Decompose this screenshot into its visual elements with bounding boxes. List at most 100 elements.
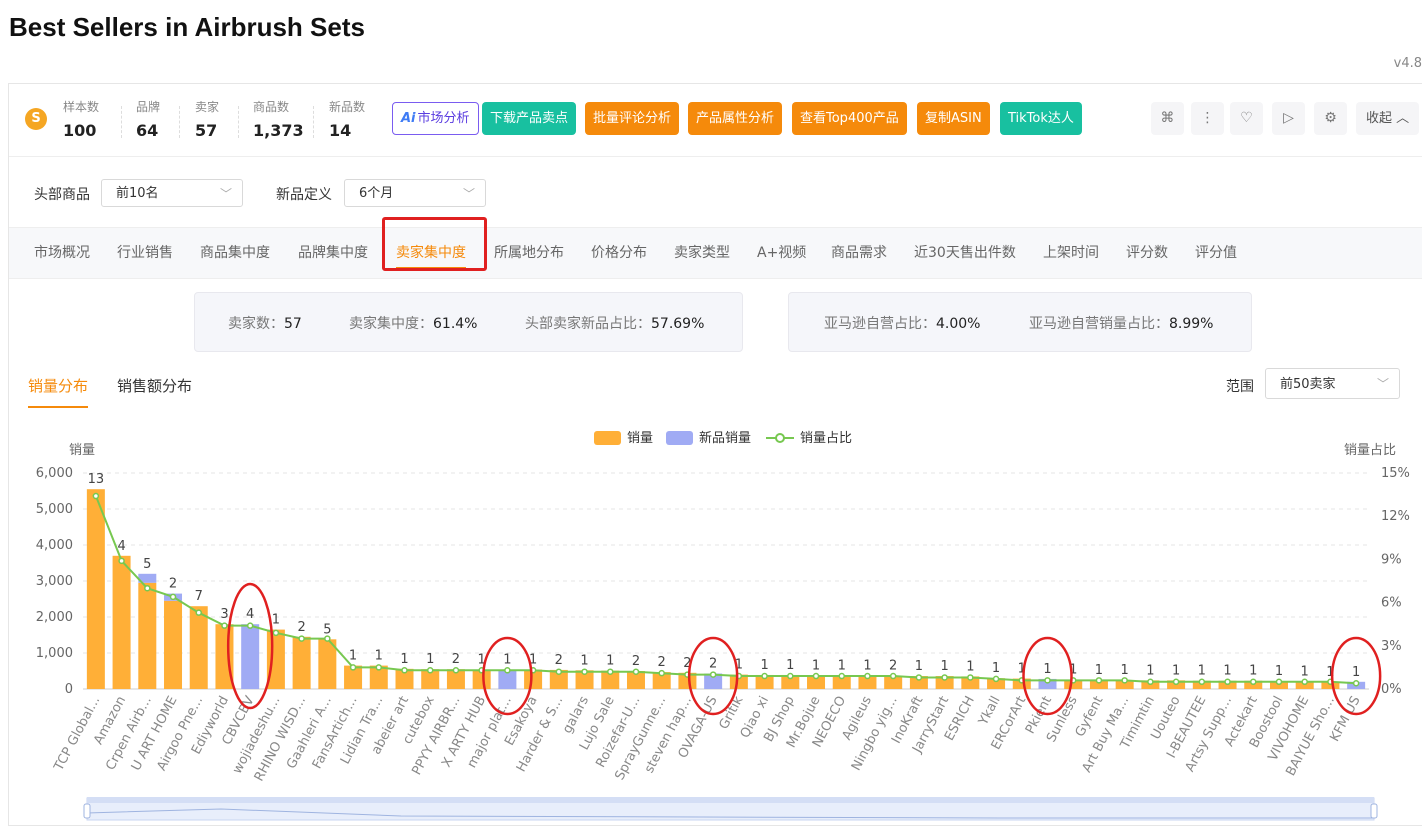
tab-location[interactable]: 所属地分布 [494,245,564,261]
stat-sample: 样本数 100 [63,98,99,140]
tab-volume-distribution[interactable]: 销量分布 [28,377,89,408]
circle-annotation [226,582,274,710]
bar-data-label: 1 [529,653,537,668]
sales-bar [832,675,851,689]
tab-rating-value[interactable]: 评分值 [1195,245,1237,261]
tab-listing-time[interactable]: 上架时间 [1043,245,1099,261]
sales-share-point [298,635,305,642]
gear-icon[interactable]: ⚙ [1314,102,1347,135]
head-products-label: 头部商品 [34,187,90,203]
attribute-analysis-button[interactable]: 产品属性分析 [688,102,783,135]
sales-bar [1115,680,1134,689]
stat-label: 新品数 [329,100,366,114]
tab-demand[interactable]: 商品需求 [831,245,887,261]
head-seller-new-ratio: 头部卖家新品占比：57.69% [525,313,704,333]
sales-share-point [118,557,125,565]
sales-share-point [195,609,202,616]
bar-data-label: 1 [1121,663,1129,678]
batch-review-analysis-button[interactable]: 批量评论分析 [585,102,680,135]
tab-seller-type[interactable]: 卖家类型 [674,245,730,261]
sales-share-point [864,672,871,680]
select-value: 前50卖家 [1280,377,1336,392]
bar-data-label: 13 [88,472,105,487]
tab-industry-sales[interactable]: 行业销售 [117,245,173,261]
play-icon[interactable]: ▷ [1272,102,1305,135]
tab-aplus-video[interactable]: A+视频 [757,245,807,261]
sales-bar [292,636,311,689]
bar-data-label: 2 [297,620,305,635]
bar-data-label: 1 [503,653,511,668]
sales-share-point [632,668,640,675]
brand-logo-icon: S [25,108,47,130]
new-product-def-select[interactable]: 6个月 ﹀ [344,179,486,207]
heart-icon[interactable]: ♡ [1230,102,1263,135]
sales-share-point [787,672,794,680]
head-products-select[interactable]: 前10名 ﹀ [101,179,243,207]
bar-data-label: 1 [1198,664,1206,679]
stat-value: 57 [195,121,218,140]
stat-seller: 卖家 57 [195,98,219,140]
sales-bar [678,672,697,689]
tab-product-concentration[interactable]: 商品集中度 [200,245,270,261]
circle-annotation [1330,636,1382,716]
sales-bar [549,669,568,689]
sales-share-point [272,629,280,637]
legend-marker [775,433,785,443]
collapse-button[interactable]: 收起 ︿ [1356,102,1420,135]
tiktok-influencer-button[interactable]: TikTok达人 [1000,102,1082,135]
chevron-down-icon: ﹀ [462,187,475,201]
analysis-panel: S 样本数 100 品牌 64 卖家 57 商品数 1,373 新品数 14 A… [8,83,1422,826]
bar-data-label: 1 [735,658,743,673]
more-icon[interactable]: ⋮ [1191,102,1224,135]
bar-data-label: 1 [349,649,357,664]
chevron-down-icon: ﹀ [1376,377,1389,391]
sales-share-point [941,674,948,681]
stat-value: 1,373 [253,121,304,140]
bar-data-label: 1 [1352,665,1360,680]
sales-share-point [1352,679,1360,687]
sales-bar [164,600,183,689]
sales-share-point [246,622,254,629]
tab-revenue-distribution[interactable]: 销售额分布 [117,377,193,395]
bar-data-label: 1 [838,658,846,673]
download-selling-points-button[interactable]: 下载产品卖点 [482,102,577,135]
tab-price[interactable]: 价格分布 [591,245,647,261]
bar-data-label: 1 [375,649,383,664]
ai-market-analysis-button[interactable]: Ai 市场分析 [392,102,479,135]
ai-badge: Ai [401,111,416,126]
sales-bar [909,676,928,689]
tab-market-overview[interactable]: 市场概况 [34,245,90,261]
y2-tick-label: 15% [1381,466,1410,481]
y-tick-label: 5,000 [36,502,73,517]
range-select[interactable]: 前50卖家 ﹀ [1265,368,1400,399]
summary-label: 头部卖家新品占比： [525,316,651,332]
sales-share-point [1301,678,1308,686]
tab-30day-sold[interactable]: 近30天售出件数 [914,245,1016,261]
seller-summary: 卖家数：57 卖家集中度：61.4% 头部卖家新品占比：57.69% [194,292,743,352]
tab-rating-count[interactable]: 评分数 [1126,245,1168,261]
copy-asin-button[interactable]: 复制ASIN [917,102,990,135]
command-icon[interactable]: ⌘ [1151,102,1184,135]
amazon-summary: 亚马逊自营占比：4.00% 亚马逊自营销量占比：8.99% [788,292,1252,352]
sales-bar [652,672,671,689]
sales-share-point [1044,677,1051,684]
sales-share-point [555,668,563,675]
stat-label: 卖家 [195,100,220,114]
bar-data-label: 1 [940,659,948,674]
bar-data-label: 1 [478,653,486,668]
sales-share-point [838,672,845,680]
sales-share-point [375,664,383,671]
summary-value: 4.00% [936,316,981,332]
sales-bar [189,606,208,689]
y2-tick-label: 0% [1381,682,1402,697]
zoom-preview-line [86,808,1374,819]
page-title: Best Sellers in Airbrush Sets [9,12,365,42]
tab-brand-concentration[interactable]: 品牌集中度 [298,245,368,261]
divider [313,106,315,138]
y-tick-label: 0 [65,682,73,697]
legend-label: 新品销量 [699,430,751,446]
bar-data-label: 2 [452,652,460,667]
top400-button[interactable]: 查看Top400产品 [792,102,907,135]
sales-share-point [221,622,228,629]
